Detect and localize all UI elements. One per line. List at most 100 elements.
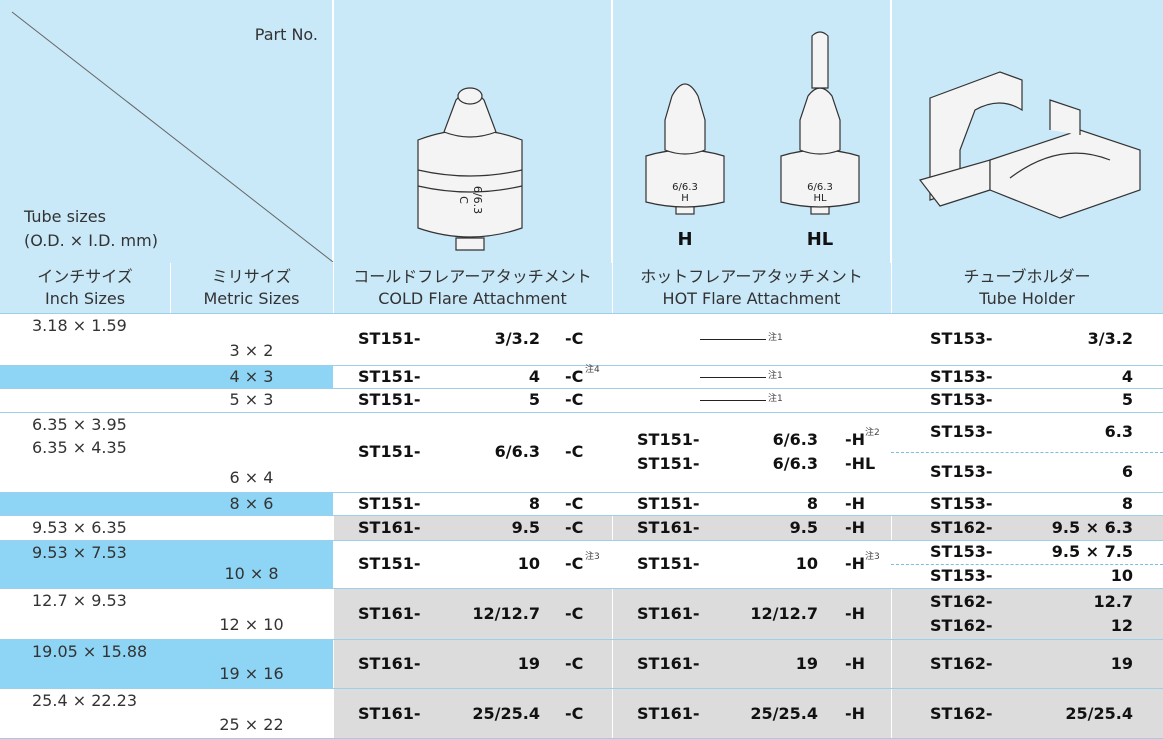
part-prefix: ST151- [358,390,421,409]
part-prefix: ST151- [637,430,700,449]
row-border [0,313,1163,314]
part-suffix: -H [845,493,866,513]
part-prefix: ST153- [930,422,993,441]
hot-label: 6/6.3 [672,182,698,193]
cold-label: C [457,196,470,204]
part-suffix: -HL [845,454,876,473]
hot-h-attachment [645,83,725,215]
part-prefix: ST151- [358,329,421,348]
part-suffix: -H [845,430,866,449]
dashed-split [891,452,1163,453]
part-prefix: ST161- [637,703,700,723]
metric-size: 4 × 3 [229,366,274,386]
part-prefix: ST162- [930,653,993,673]
divider [612,588,613,639]
part-size: 25/25.4 [472,703,540,723]
part-suffix: -H [845,554,866,573]
divider [612,688,613,739]
part-suffix: -C [565,517,584,537]
divider [333,639,334,688]
part-prefix: ST161- [637,517,700,537]
diagonal [11,11,334,263]
row-shade [333,688,1163,739]
part-suffix: -H [845,517,866,537]
part-size: 8 [806,493,818,513]
hot-hl-attachment [780,31,860,215]
part-prefix: ST161- [637,603,700,623]
part-size: 10 [1110,566,1133,585]
metric-size: 3 × 2 [229,341,274,360]
inch-size: 6.35 × 4.35 [32,438,127,457]
dash-line [700,339,766,340]
divider [612,412,613,492]
column-title-jp: インチサイズ [37,267,133,286]
tube-sizes: (O.D. × I.D. mm) [24,231,158,250]
part-prefix: ST151- [637,554,700,573]
divider [612,365,613,388]
part-suffix: -C [565,329,584,348]
divider [333,313,334,365]
part-suffix: -C [565,366,584,386]
part-suffix: -C [565,653,584,673]
part-prefix: ST162- [930,615,993,635]
part-size: 6/6.3 [772,454,818,473]
dash-line [700,400,766,401]
part-prefix: ST161- [358,603,421,623]
row-shade [333,588,1163,639]
part-size: 19 [795,653,818,673]
divider [891,365,892,388]
divider [612,515,613,540]
row-shade [333,639,1163,688]
tube-sizes: Tube sizes [23,207,106,226]
column-title-en: COLD Flare Attachment [378,289,567,308]
column-title-en: Inch Sizes [44,289,126,308]
hot-label: H [681,193,689,204]
tube-holder [918,71,1141,219]
part-suffix: -C [565,390,584,409]
part-size: 5 [528,390,540,409]
divider [612,388,613,412]
note: 注4 [585,364,600,375]
part-prefix: ST162- [930,703,993,723]
part-suffix: -C [565,703,584,723]
part-size: 6 [1121,462,1133,481]
note: 注3 [585,552,600,562]
part-size: 12.7 [1093,591,1133,611]
column-title-en: HOT Flare Attachment [662,289,841,308]
part-prefix: ST153- [930,390,993,409]
row-border [0,388,1163,389]
row-border [0,492,1163,493]
part-prefix: ST153- [930,566,993,585]
divider [891,639,892,688]
divider [891,588,892,639]
metric-size: 6 × 4 [229,468,274,487]
dashed-split [891,564,1163,565]
row-highlight [0,639,333,688]
part-size: 6/6.3 [494,442,540,461]
divider [333,412,334,492]
metric-size: 5 × 3 [229,390,274,409]
divider [891,515,892,540]
row-border [0,588,1163,589]
part-size: 4 [528,366,540,386]
divider [891,263,892,313]
part-prefix: ST161- [637,653,700,673]
part-size: 9.5 [511,517,540,537]
cold-label: 6/6.3 [471,186,484,214]
part-size: 19 [517,653,540,673]
part-suffix: -H [845,703,866,723]
divider [891,688,892,739]
part-suffix: -C [565,603,584,623]
divider [333,540,334,588]
header-background [0,0,1163,263]
inch-size: 25.4 × 22.23 [32,691,138,710]
header-images: Part No. Tube sizes (O.D. × I.D. mm) 6/6… [0,0,1163,263]
part-size: 19 [1110,653,1133,673]
part-prefix: ST161- [358,703,421,723]
column-title-jp: ミリサイズ [211,267,292,286]
divider [612,313,613,365]
part-prefix: ST153- [930,542,993,561]
hot-label: HL [813,193,827,204]
part-size: 9.5 [789,517,818,537]
